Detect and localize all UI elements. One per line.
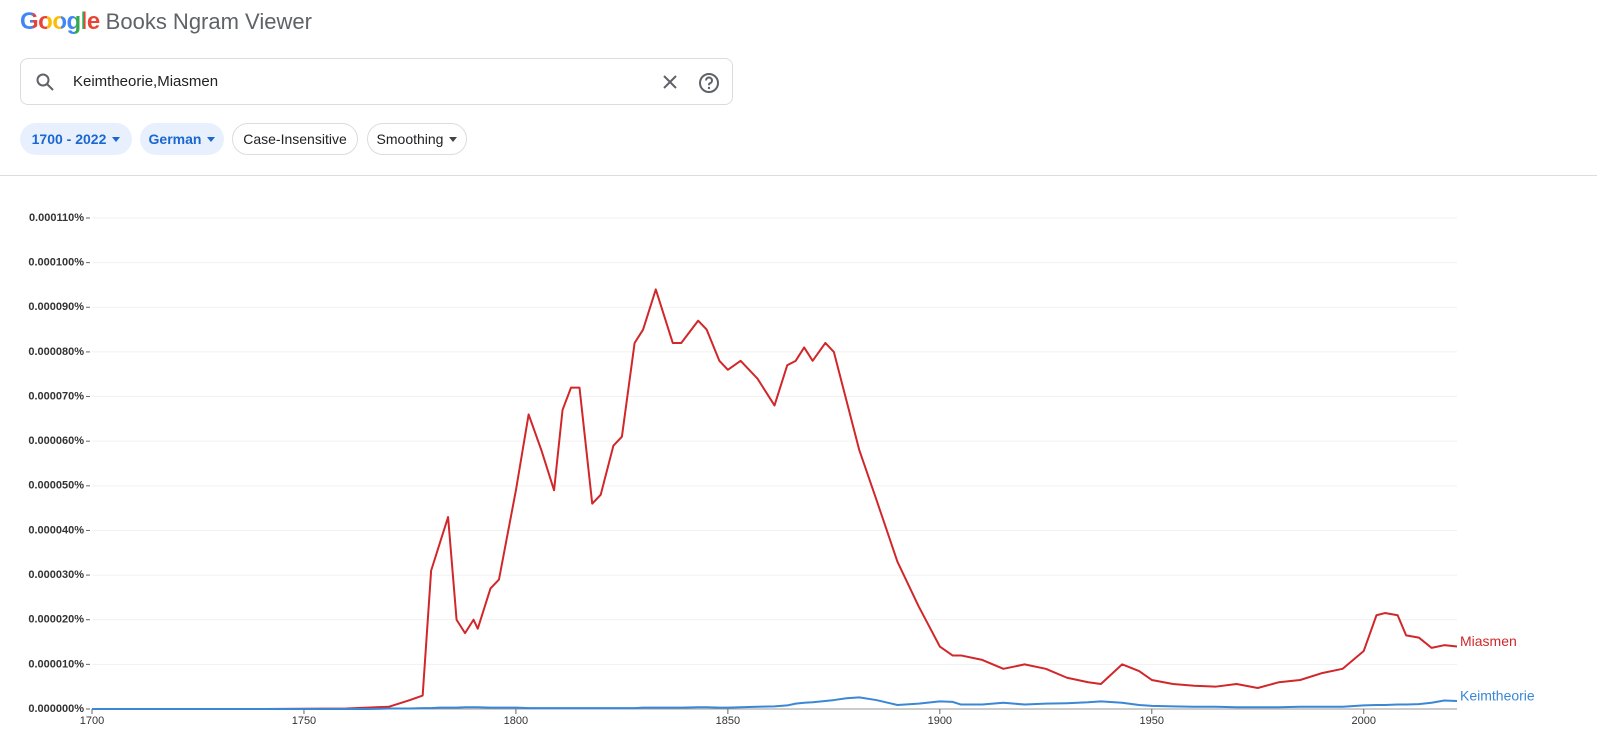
search-icon — [36, 73, 54, 91]
chip-label: Smoothing — [376, 131, 444, 147]
search-query[interactable]: Keimtheorie,Miasmen — [73, 73, 219, 90]
y-tick-label: 0.000030% — [28, 569, 84, 581]
x-tick-label: 1800 — [504, 715, 528, 727]
chip-label: German — [148, 131, 202, 147]
series-line — [92, 696, 1458, 710]
x-tick-label: 1900 — [928, 715, 952, 727]
series-line — [92, 288, 1458, 710]
smoothing-chip[interactable]: Smoothing — [367, 123, 467, 155]
x-tick-label: 1750 — [292, 715, 316, 727]
y-tick-label: 0.000040% — [28, 524, 84, 536]
help-button[interactable] — [698, 72, 720, 94]
y-tick-label: 0.000060% — [28, 435, 84, 447]
x-tick-label: 2000 — [1351, 715, 1375, 727]
y-tick-label: 0.000080% — [28, 346, 84, 358]
x-tick-label: 1950 — [1140, 715, 1164, 727]
app-title: Books Ngram Viewer — [105, 9, 312, 34]
corpus-chip[interactable]: German — [140, 123, 224, 155]
chip-label: Case-Insensitive — [243, 131, 347, 147]
y-tick-label: 0.000000% — [28, 703, 84, 715]
y-tick-label: 0.000020% — [28, 614, 84, 626]
google-logo[interactable]: Google — [20, 8, 100, 35]
y-tick-label: 0.000110% — [29, 212, 84, 224]
x-tick-label: 1850 — [716, 715, 740, 727]
clear-button[interactable] — [661, 73, 679, 91]
case-chip[interactable]: Case-Insensitive — [232, 123, 358, 155]
x-tick-label: 1700 — [80, 715, 104, 727]
series-label: Miasmen — [1460, 633, 1517, 649]
chip-label: 1700 - 2022 — [31, 131, 107, 147]
year-range-chip[interactable]: 1700 - 2022 — [20, 123, 132, 155]
y-tick-label: 0.000050% — [28, 480, 84, 492]
y-tick-label: 0.000070% — [28, 390, 84, 402]
dropdown-arrow — [112, 136, 121, 142]
y-tick-label: 0.000090% — [28, 301, 84, 313]
y-tick-label: 0.000010% — [28, 658, 84, 670]
search-box[interactable]: Keimtheorie,Miasmen — [20, 58, 733, 105]
y-tick-label: 0.000100% — [28, 257, 84, 269]
separator — [0, 175, 1597, 176]
dropdown-arrow — [207, 136, 216, 142]
dropdown-arrow — [449, 136, 458, 142]
logo[interactable]: Google Books Ngram Viewer — [20, 8, 312, 36]
series-label: Keimtheorie — [1460, 688, 1535, 704]
